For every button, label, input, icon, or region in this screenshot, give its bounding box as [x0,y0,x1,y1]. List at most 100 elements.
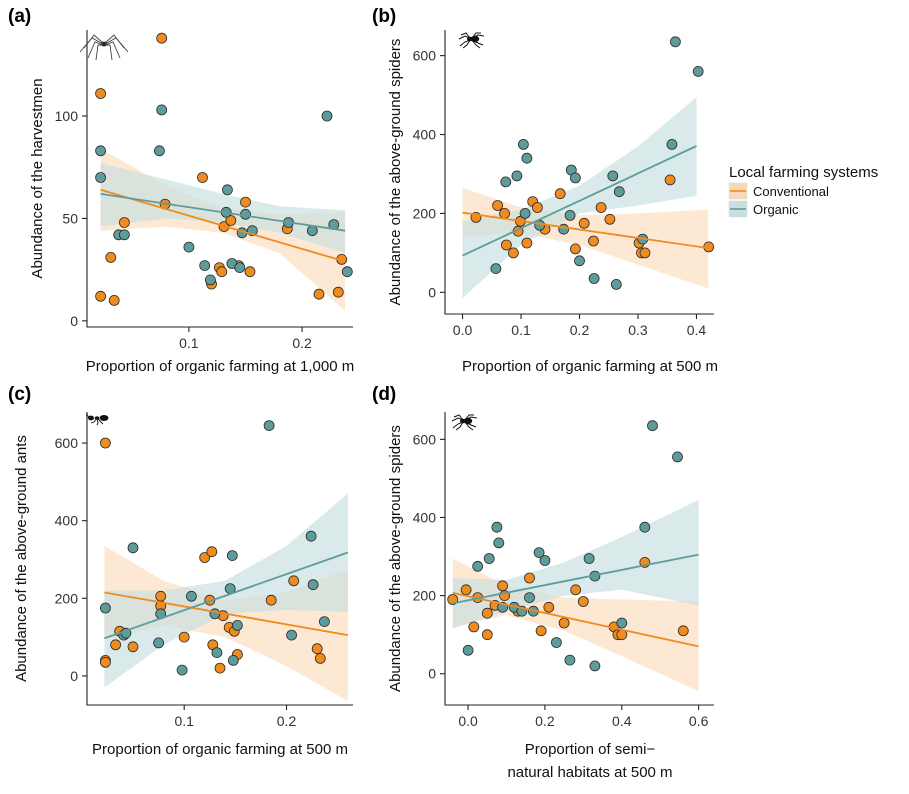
y-tick-label: 200 [55,590,79,606]
point-conventional [664,174,676,186]
fit-line-organic [104,551,349,640]
fit-line-organic [462,145,697,257]
point-organic [533,547,545,558]
point-conventional [95,290,106,302]
spider-icon [451,414,478,431]
point-conventional [481,607,493,619]
point-organic [183,241,195,253]
y-tick-label: 600 [413,48,437,64]
legend-label-conventional: Conventional [753,184,829,199]
point-organic [524,592,535,603]
point-organic [483,553,495,564]
point-organic [95,145,106,157]
points-conventional [95,32,348,306]
point-organic [564,654,576,666]
band-organic [452,499,699,629]
point-organic [231,620,243,631]
point-organic [521,152,533,164]
y-tick-label: 200 [413,588,437,604]
spider-icon [458,32,485,49]
point-organic [185,590,197,602]
point-conventional [492,200,504,211]
point-conventional [499,207,511,219]
x-axis-title: Proportion of organic farming at 1,000 m [86,358,354,375]
point-organic [127,542,139,554]
point-conventional [677,625,689,637]
fit-line-conventional [462,211,709,249]
point-conventional [554,188,566,200]
panel-c: 0.1 0.2 0 200 400 600 Abundance of the above-g… [8,384,353,758]
point-conventional [481,629,493,641]
y-axis-title: Abundance of the harvestmen [29,78,46,278]
x-tick-label: 0.1 [174,713,194,729]
point-conventional [197,172,208,183]
legend: Local farming systems Conventional Organ… [728,164,878,218]
point-organic [318,616,330,627]
point-organic [462,644,474,656]
point-conventional [288,575,300,587]
panel-letter: (b) [372,6,396,27]
y-tick-label: 400 [55,513,79,529]
point-organic [583,553,595,564]
point-organic [500,176,512,188]
point-organic [305,530,317,542]
y-tick-label: 200 [413,205,437,221]
y-axis-title: Abundance of the above-ground spiders [387,425,404,692]
point-organic [616,617,628,629]
point-organic [221,184,233,196]
panel-a: 0.1 0.2 0 50 100 Abundance of the harvestmen P… [8,6,354,375]
point-organic [564,209,576,221]
point-organic [607,170,619,182]
point-organic [490,263,502,275]
point-organic [204,274,216,286]
point-conventional [497,580,509,592]
x-axis-title: Proportion of organic farming at 500 m [462,358,718,375]
point-conventional [604,213,616,225]
point-organic [100,602,111,614]
point-organic [234,262,246,274]
point-organic [493,537,505,549]
x-axis-title: Proportion of semi− [525,741,656,758]
x-tick-label: 0.0 [453,322,473,338]
point-organic [639,521,651,533]
x-axis-title-line-2: natural habitats at 500 m [507,764,672,781]
points-organic [490,36,704,290]
point-conventional [314,653,326,664]
point-conventional [588,235,599,247]
point-conventional [558,617,570,629]
point-organic [321,110,333,122]
point-conventional [265,594,277,606]
point-organic [176,664,188,676]
point-conventional [119,217,130,228]
point-organic [570,172,581,184]
point-organic [491,521,503,533]
x-tick-label: 0.2 [277,713,297,729]
y-tick-label: 0 [70,668,78,684]
y-tick-label: 0 [70,313,78,329]
point-conventional [216,266,228,278]
points-conventional [100,437,326,674]
point-organic [307,579,319,591]
x-tick-label: 0.6 [689,713,709,729]
point-organic [199,260,211,272]
point-organic [227,655,239,666]
point-conventional [460,584,472,596]
point-conventional [95,88,106,99]
point-organic [226,550,238,561]
point-conventional [508,247,519,259]
fit-line-organic [452,553,699,605]
point-organic [647,420,658,432]
point-conventional [313,288,325,300]
point-conventional [199,552,211,563]
confidence-bands [104,493,348,702]
point-organic [286,629,298,641]
x-tick-label: 0.4 [687,322,707,338]
point-conventional [570,584,582,596]
point-conventional [332,286,344,298]
point-organic [518,138,529,150]
x-tick-label: 0.3 [628,322,648,338]
point-conventional [155,590,167,602]
y-tick-label: 0 [428,666,436,682]
fit-line-conventional [452,592,699,648]
point-conventional [500,239,512,251]
